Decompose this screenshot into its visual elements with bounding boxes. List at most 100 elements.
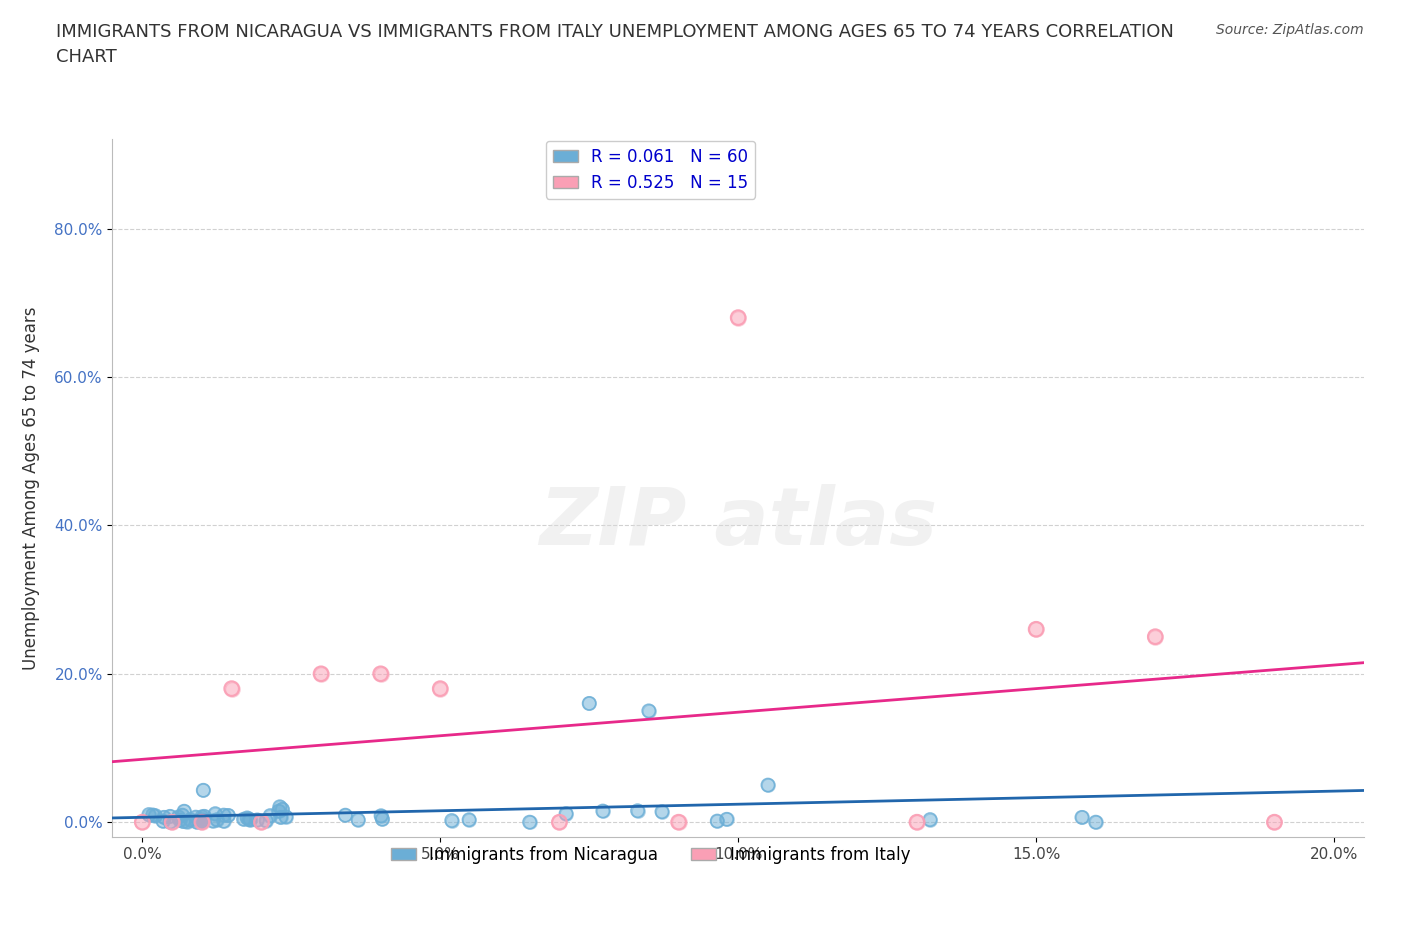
Point [172,814,194,829]
Point [191,815,214,830]
Point [188,814,211,829]
Point [145,808,167,823]
Point [138,807,160,822]
Point [267,804,290,818]
Point [519,815,541,830]
Point [172,814,194,829]
Point [191,809,214,824]
Point [269,799,291,814]
Point [651,804,673,819]
Point [159,809,181,824]
Point [152,814,174,829]
Point [905,815,928,830]
Point [578,696,600,711]
Point [201,814,224,829]
Point [905,815,928,830]
Point [555,806,578,821]
Point [335,808,357,823]
Point [706,814,728,829]
Point [309,666,332,681]
Point [1084,815,1107,830]
Point [578,696,600,711]
Point [548,815,571,830]
Point [186,815,208,830]
Point [236,810,259,825]
Point [246,813,269,828]
Point [176,814,198,829]
Point [270,810,292,825]
Point [1144,630,1167,644]
Point [254,813,277,828]
Point [440,813,463,828]
Point [238,812,260,827]
Point [191,815,214,830]
Y-axis label: Unemployment Among Ages 65 to 74 years: Unemployment Among Ages 65 to 74 years [22,307,41,670]
Point [204,806,226,821]
Point [592,804,614,818]
Point [1263,815,1285,830]
Point [193,809,215,824]
Point [706,814,728,829]
Point [519,815,541,830]
Point [236,810,259,825]
Point [270,810,292,825]
Point [191,812,214,827]
Point [169,813,191,828]
Point [370,666,392,681]
Point [153,810,176,825]
Point [160,815,183,830]
Point [188,814,211,829]
Point [429,681,451,696]
Point [548,815,571,830]
Point [1070,810,1092,825]
Point [637,703,659,718]
Point [668,815,690,830]
Point [250,815,273,830]
Point [920,812,942,827]
Point [142,807,165,822]
Point [727,310,749,325]
Point [159,809,181,824]
Point [259,808,281,823]
Point [179,812,201,827]
Point [1263,815,1285,830]
Point [347,813,370,828]
Point [193,783,215,798]
Point [259,808,281,823]
Point [250,815,273,830]
Point [756,777,779,792]
Point [212,814,235,829]
Point [429,681,451,696]
Point [371,812,394,827]
Point [159,815,181,830]
Point [179,812,201,827]
Point [309,666,332,681]
Point [335,808,357,823]
Point [145,808,167,823]
Point [221,681,243,696]
Point [716,812,738,827]
Point [212,807,235,822]
Point [271,802,294,817]
Point [191,812,214,827]
Point [239,813,262,828]
Point [172,808,194,823]
Point [651,804,673,819]
Point [184,810,207,825]
Point [193,783,215,798]
Point [1025,622,1047,637]
Point [169,813,191,828]
Point [205,812,228,827]
Point [138,807,160,822]
Point [159,815,181,830]
Text: Source: ZipAtlas.com: Source: ZipAtlas.com [1216,23,1364,37]
Point [371,812,394,827]
Point [626,804,648,818]
Point [142,807,165,822]
Point [212,814,235,829]
Point [1025,622,1047,637]
Point [212,807,235,822]
Point [269,799,291,814]
Point [370,666,392,681]
Point [176,814,198,829]
